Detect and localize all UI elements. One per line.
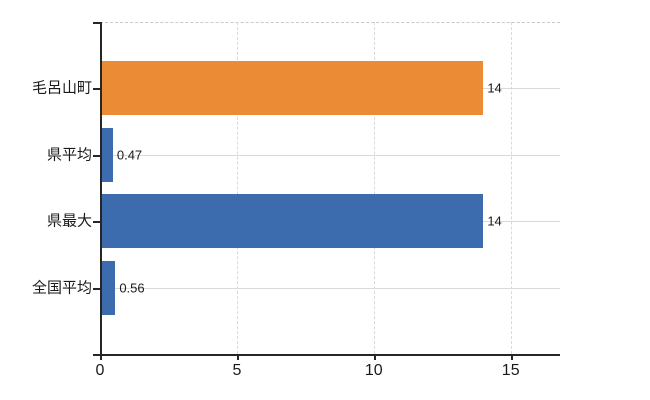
- value-label: 0.47: [116, 147, 143, 163]
- y-axis-tick: [93, 88, 100, 91]
- x-tick-label: 5: [232, 362, 242, 379]
- value-label: 14: [487, 80, 502, 96]
- plot-top-border: [100, 22, 560, 23]
- x-gridline: [373, 22, 375, 354]
- y-axis-tick: [93, 287, 100, 290]
- x-axis-tick: [510, 354, 513, 360]
- x-tick-label: 15: [501, 362, 520, 379]
- y-axis-tick: [93, 22, 100, 24]
- category-gridline: [100, 287, 560, 289]
- value-label: 14: [487, 213, 502, 229]
- category-label: 毛呂山町: [31, 79, 92, 97]
- bar: [101, 194, 484, 249]
- x-axis: [93, 354, 560, 356]
- value-label: 0.56: [119, 280, 145, 296]
- bar: [101, 61, 484, 116]
- y-axis-tick: [93, 221, 100, 224]
- x-axis-tick: [236, 354, 239, 360]
- x-tick-label: 10: [364, 362, 383, 379]
- y-axis: [100, 22, 102, 354]
- category-label: 県平均: [46, 146, 92, 164]
- bar: [101, 127, 113, 182]
- x-axis-tick: [373, 354, 376, 360]
- x-axis-tick: [100, 354, 102, 360]
- category-label: 全国平均: [31, 279, 92, 297]
- category-gridline: [100, 154, 560, 156]
- x-tick-label: 0: [95, 362, 105, 379]
- category-label: 県最大: [46, 212, 92, 230]
- bar: [101, 260, 116, 315]
- x-gridline: [510, 22, 512, 354]
- y-axis-tick: [93, 154, 100, 157]
- x-gridline: [236, 22, 238, 354]
